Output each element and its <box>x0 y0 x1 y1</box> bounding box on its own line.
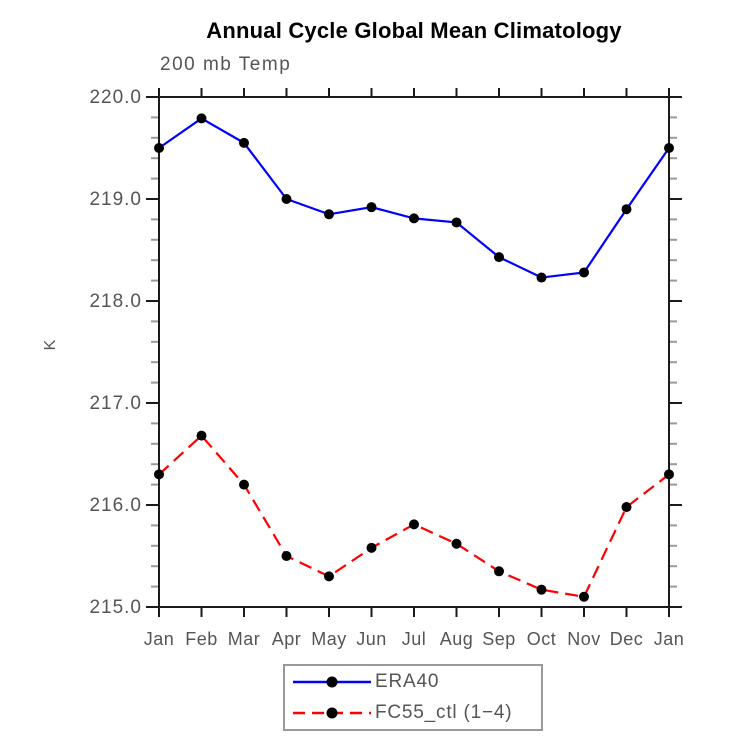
x-tick-label: Oct <box>527 629 557 649</box>
data-point <box>621 204 632 215</box>
plot-frame <box>158 96 670 608</box>
legend-entry-fc55: FC55_ctl (1−4) <box>285 698 541 729</box>
data-point <box>239 137 249 148</box>
y-tick-label: 217.0 <box>89 393 142 414</box>
x-tick-label: Jan <box>654 629 685 649</box>
legend-label-fc55: FC55_ctl (1−4) <box>375 702 513 723</box>
legend-entry-era40: ERA40 <box>285 667 541 698</box>
y-tick-label: 219.0 <box>89 189 142 210</box>
x-tick-label: Jan <box>144 629 175 649</box>
data-point <box>579 591 589 602</box>
y-axis-title: K <box>42 339 59 350</box>
data-point <box>536 272 547 283</box>
y-tick-label: 220.0 <box>89 87 142 108</box>
data-point <box>324 209 334 220</box>
series-line-0 <box>158 117 670 279</box>
data-point <box>536 584 547 595</box>
data-point <box>451 217 462 228</box>
x-tick-label: May <box>311 629 347 649</box>
data-point <box>154 469 164 480</box>
fc55-dashed-line-sample-icon <box>293 707 371 719</box>
x-tick-label: Nov <box>567 629 601 649</box>
x-tick-label: Apr <box>272 629 302 649</box>
data-point <box>664 469 674 480</box>
x-tick-label: Dec <box>610 629 644 649</box>
data-point <box>281 551 292 561</box>
x-tick-label: Sep <box>482 629 516 649</box>
data-point <box>494 566 504 577</box>
legend: ERA40 FC55_ctl (1−4) <box>283 664 543 731</box>
chart-subtitle: 200 mb Temp <box>160 54 292 75</box>
x-tick-label: Mar <box>228 629 261 649</box>
data-point <box>621 502 632 513</box>
series-line-1 <box>158 434 670 599</box>
data-point <box>154 143 164 153</box>
data-point <box>409 213 419 224</box>
data-point <box>239 479 249 490</box>
data-point <box>196 430 207 441</box>
data-point <box>196 113 207 124</box>
x-tick-label: Jun <box>356 629 387 649</box>
x-tick-label: Jul <box>402 629 427 649</box>
data-point <box>281 194 292 204</box>
data-point <box>579 267 589 278</box>
chart-title: Annual Cycle Global Mean Climatology <box>206 18 622 43</box>
x-tick-label: Feb <box>185 629 218 649</box>
y-tick-label: 215.0 <box>89 597 142 618</box>
x-tick-label: Aug <box>440 629 474 649</box>
data-point <box>409 519 419 530</box>
y-tick-label: 218.0 <box>89 291 142 312</box>
data-point <box>494 252 504 263</box>
data-point <box>664 143 674 153</box>
era40-line-sample-icon <box>293 676 371 688</box>
data-point <box>324 571 334 582</box>
data-point <box>451 538 462 549</box>
legend-label-era40: ERA40 <box>375 671 440 692</box>
data-point <box>366 202 377 213</box>
y-tick-label: 216.0 <box>89 495 142 516</box>
data-point <box>366 542 377 553</box>
